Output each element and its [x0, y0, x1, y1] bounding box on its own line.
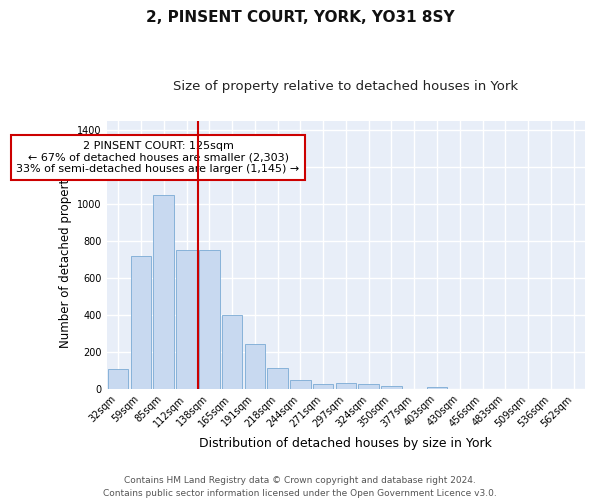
Bar	[290, 380, 311, 389]
Text: 2 PINSENT COURT: 125sqm
← 67% of detached houses are smaller (2,303)
33% of semi: 2 PINSENT COURT: 125sqm ← 67% of detache…	[16, 141, 299, 174]
Bar	[381, 386, 401, 389]
Bar	[358, 384, 379, 389]
Bar	[108, 370, 128, 389]
Bar	[176, 250, 197, 389]
Bar	[222, 315, 242, 389]
Bar	[313, 384, 334, 389]
Title: Size of property relative to detached houses in York: Size of property relative to detached ho…	[173, 80, 518, 93]
Bar	[427, 386, 447, 389]
Bar	[268, 368, 288, 389]
X-axis label: Distribution of detached houses by size in York: Distribution of detached houses by size …	[199, 437, 493, 450]
Bar	[131, 256, 151, 389]
Bar	[199, 250, 220, 389]
Text: 2, PINSENT COURT, YORK, YO31 8SY: 2, PINSENT COURT, YORK, YO31 8SY	[146, 10, 454, 25]
Bar	[154, 194, 174, 389]
Bar	[335, 384, 356, 389]
Text: Contains HM Land Registry data © Crown copyright and database right 2024.
Contai: Contains HM Land Registry data © Crown c…	[103, 476, 497, 498]
Bar	[245, 344, 265, 389]
Y-axis label: Number of detached properties: Number of detached properties	[59, 162, 72, 348]
